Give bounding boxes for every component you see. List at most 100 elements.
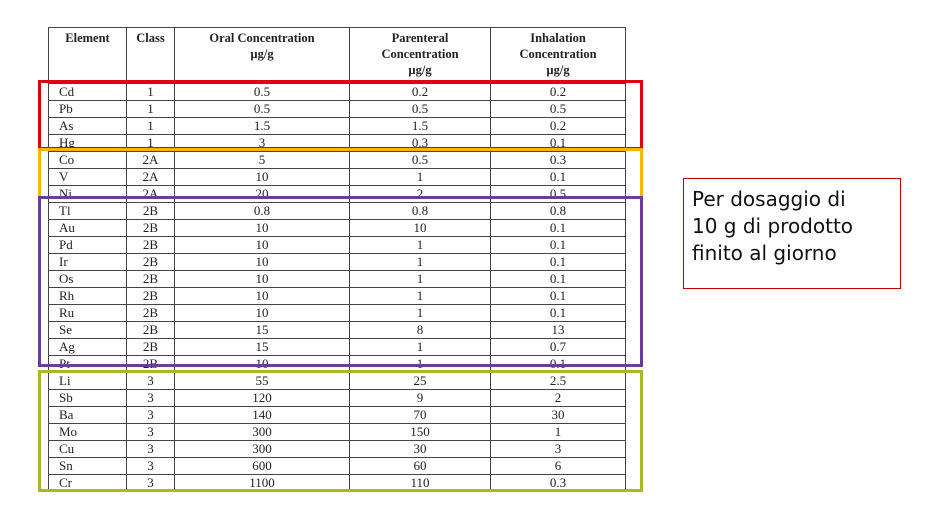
cell-oral: 10 <box>174 270 350 288</box>
cell-oral: 600 <box>174 457 350 475</box>
cell-parenteral: 0.5 <box>349 100 491 118</box>
cell-element: Hg <box>48 134 127 152</box>
cell-oral: 20 <box>174 185 350 203</box>
cell-element: Cu <box>48 440 127 458</box>
header-oral-concentration: Oral Concentration µg/g <box>174 27 350 84</box>
cell-class: 3 <box>126 474 175 492</box>
cell-inhalation: 0.1 <box>490 236 626 254</box>
cell-class: 3 <box>126 389 175 407</box>
table-row: Cu 3 300 30 3 <box>48 440 626 458</box>
cell-oral: 1100 <box>174 474 350 492</box>
cell-parenteral: 60 <box>349 457 491 475</box>
cell-oral: 10 <box>174 304 350 322</box>
cell-parenteral: 0.2 <box>349 83 491 101</box>
cell-oral: 300 <box>174 440 350 458</box>
cell-element: Sb <box>48 389 127 407</box>
cell-oral: 0.5 <box>174 83 350 101</box>
cell-element: Ru <box>48 304 127 322</box>
note-line-3: finito al giorno <box>692 241 837 265</box>
cell-element: Se <box>48 321 127 339</box>
cell-inhalation: 0.2 <box>490 83 626 101</box>
cell-inhalation: 0.5 <box>490 185 626 203</box>
cell-oral: 140 <box>174 406 350 424</box>
cell-element: Ba <box>48 406 127 424</box>
cell-inhalation: 0.1 <box>490 219 626 237</box>
cell-parenteral: 1.5 <box>349 117 491 135</box>
cell-inhalation: 2.5 <box>490 372 626 390</box>
cell-parenteral: 2 <box>349 185 491 203</box>
table-row: Os 2B 10 1 0.1 <box>48 270 626 288</box>
header-class: Class <box>126 27 175 84</box>
cell-inhalation: 0.7 <box>490 338 626 356</box>
cell-oral: 10 <box>174 287 350 305</box>
cell-parenteral: 8 <box>349 321 491 339</box>
table-row: Ba 3 140 70 30 <box>48 406 626 424</box>
cell-parenteral: 0.8 <box>349 202 491 220</box>
cell-class: 1 <box>126 83 175 101</box>
cell-oral: 120 <box>174 389 350 407</box>
header-element: Element <box>48 27 127 84</box>
cell-class: 3 <box>126 372 175 390</box>
cell-oral: 10 <box>174 355 350 373</box>
cell-inhalation: 0.1 <box>490 270 626 288</box>
cell-parenteral: 1 <box>349 270 491 288</box>
table-row: Pb 1 0.5 0.5 0.5 <box>48 100 626 118</box>
cell-class: 2B <box>126 270 175 288</box>
cell-inhalation: 0.1 <box>490 134 626 152</box>
cell-inhalation: 0.8 <box>490 202 626 220</box>
cell-inhalation: 0.1 <box>490 287 626 305</box>
cell-inhalation: 0.5 <box>490 100 626 118</box>
cell-parenteral: 30 <box>349 440 491 458</box>
cell-element: Au <box>48 219 127 237</box>
table-row: Pt 2B 10 1 0.1 <box>48 355 626 373</box>
cell-parenteral: 1 <box>349 338 491 356</box>
cell-class: 2A <box>126 151 175 169</box>
cell-element: Ag <box>48 338 127 356</box>
cell-inhalation: 6 <box>490 457 626 475</box>
cell-parenteral: 10 <box>349 219 491 237</box>
cell-class: 2B <box>126 355 175 373</box>
cell-oral: 5 <box>174 151 350 169</box>
cell-class: 2B <box>126 253 175 271</box>
cell-class: 3 <box>126 423 175 441</box>
cell-parenteral: 1 <box>349 287 491 305</box>
table-row: V 2A 10 1 0.1 <box>48 168 626 186</box>
cell-inhalation: 0.3 <box>490 151 626 169</box>
cell-inhalation: 1 <box>490 423 626 441</box>
table-row: Cd 1 0.5 0.2 0.2 <box>48 83 626 101</box>
table-row: Rh 2B 10 1 0.1 <box>48 287 626 305</box>
cell-oral: 15 <box>174 321 350 339</box>
cell-inhalation: 3 <box>490 440 626 458</box>
table-row: Mo 3 300 150 1 <box>48 423 626 441</box>
cell-class: 2B <box>126 321 175 339</box>
table-row: As 1 1.5 1.5 0.2 <box>48 117 626 135</box>
cell-inhalation: 13 <box>490 321 626 339</box>
table-row: Sb 3 120 9 2 <box>48 389 626 407</box>
cell-element: Co <box>48 151 127 169</box>
table-row: Ir 2B 10 1 0.1 <box>48 253 626 271</box>
cell-oral: 0.5 <box>174 100 350 118</box>
table-row: Co 2A 5 0.5 0.3 <box>48 151 626 169</box>
cell-class: 2A <box>126 185 175 203</box>
cell-inhalation: 0.2 <box>490 117 626 135</box>
cell-class: 2B <box>126 202 175 220</box>
cell-element: Pb <box>48 100 127 118</box>
cell-parenteral: 0.3 <box>349 134 491 152</box>
cell-inhalation: 0.1 <box>490 168 626 186</box>
table-header-row: Element Class Oral Concentration µg/g Pa… <box>48 27 626 84</box>
cell-class: 3 <box>126 440 175 458</box>
cell-inhalation: 2 <box>490 389 626 407</box>
cell-inhalation: 0.1 <box>490 304 626 322</box>
cell-inhalation: 0.3 <box>490 474 626 492</box>
cell-class: 3 <box>126 406 175 424</box>
cell-element: Cr <box>48 474 127 492</box>
table-row: Tl 2B 0.8 0.8 0.8 <box>48 202 626 220</box>
cell-element: V <box>48 168 127 186</box>
cell-element: Mo <box>48 423 127 441</box>
element-limits-table: Element Class Oral Concentration µg/g Pa… <box>48 27 626 492</box>
table-row: Ru 2B 10 1 0.1 <box>48 304 626 322</box>
header-inhalation-concentration: Inhalation Concentration µg/g <box>490 27 626 84</box>
cell-oral: 10 <box>174 236 350 254</box>
cell-oral: 15 <box>174 338 350 356</box>
table-row: Hg 1 3 0.3 0.1 <box>48 134 626 152</box>
